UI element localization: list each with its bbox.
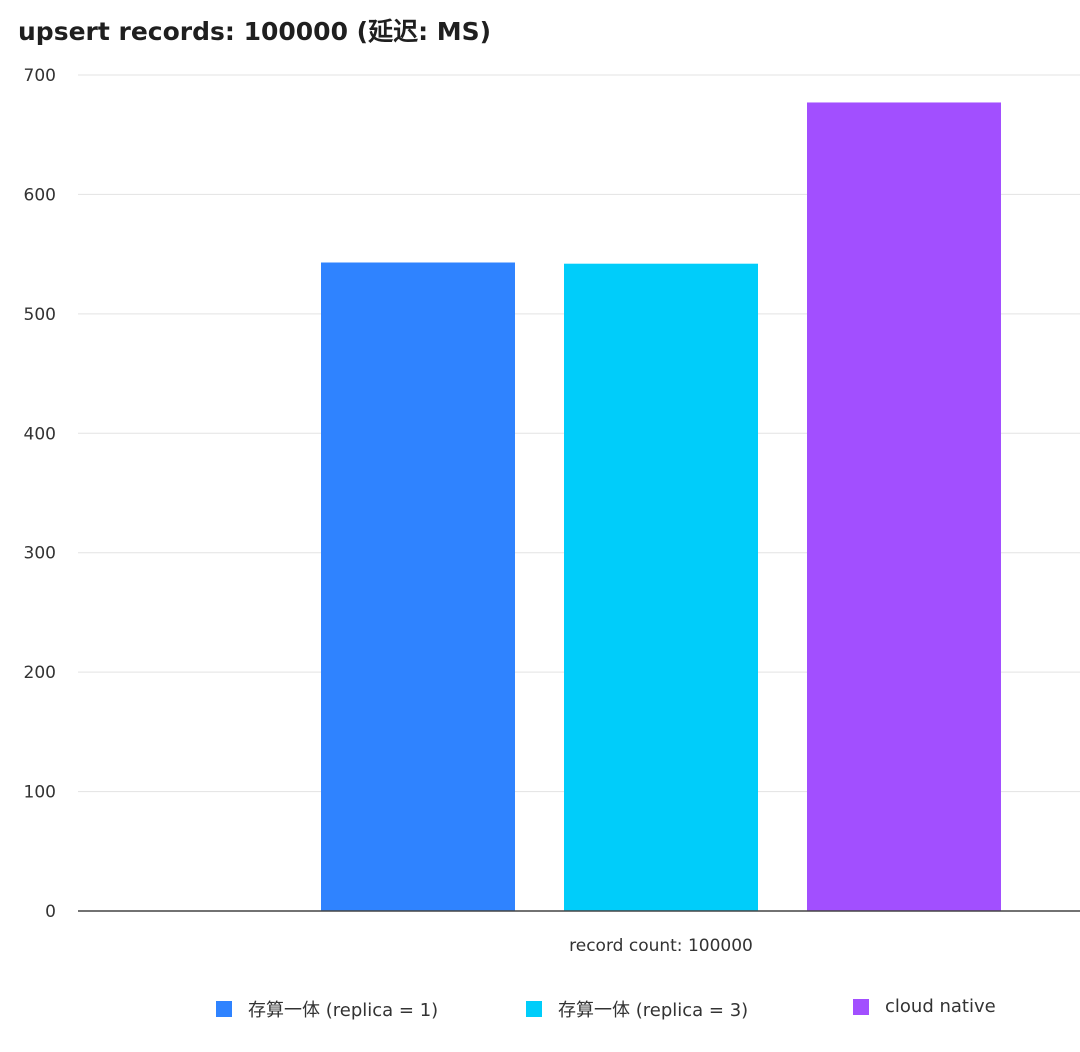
legend-swatch-replica-1 xyxy=(216,1001,232,1017)
legend-item-cloud-native[interactable]: cloud native xyxy=(853,996,996,1017)
y-tick-label: 500 xyxy=(24,305,56,325)
legend-item-replica-3[interactable]: 存算一体 (replica = 3) xyxy=(526,996,748,1022)
legend-swatch-cloud-native xyxy=(853,998,869,1015)
y-tick-label: 0 xyxy=(45,902,56,922)
legend-label-cloud-native: cloud native xyxy=(885,996,996,1017)
bar-2[interactable] xyxy=(564,263,758,911)
y-tick-label: 700 xyxy=(24,66,56,86)
bar-3[interactable] xyxy=(807,102,1001,912)
y-axis-ticks: 0 100 200 300 400 500 600 700 xyxy=(24,66,56,922)
y-tick-label: 200 xyxy=(24,663,56,683)
legend: 存算一体 (replica = 1) 存算一体 (replica = 3) cl… xyxy=(0,996,1080,1052)
y-tick-label: 600 xyxy=(24,185,56,205)
y-tick-label: 300 xyxy=(24,544,56,564)
bars xyxy=(321,102,1001,912)
legend-label-replica-1: 存算一体 (replica = 1) xyxy=(248,1000,439,1021)
chart-title: upsert records: 100000 (延迟: MS) xyxy=(18,17,492,46)
y-tick-label: 100 xyxy=(24,783,56,803)
y-tick-label: 400 xyxy=(24,424,56,444)
bar-chart: 0 100 200 300 400 500 600 700 record count: 100… xyxy=(24,66,1080,956)
legend-swatch-replica-3 xyxy=(526,1001,542,1017)
legend-item-replica-1[interactable]: 存算一体 (replica = 1) xyxy=(216,996,438,1022)
x-category-label: record count: 100000 xyxy=(569,936,753,956)
bar-1[interactable] xyxy=(321,262,515,911)
legend-label-replica-3: 存算一体 (replica = 3) xyxy=(558,1000,749,1021)
